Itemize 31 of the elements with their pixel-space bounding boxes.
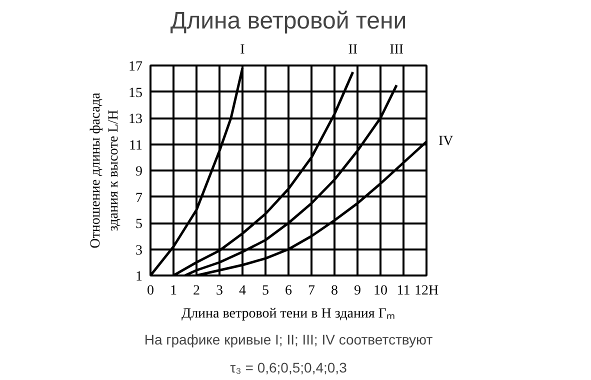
x-tick-label: 10 [374, 284, 388, 298]
x-tick-label: 4 [239, 284, 246, 298]
series-label: II [348, 42, 358, 58]
series-label: IV [438, 134, 454, 150]
x-tick-label: 3 [216, 284, 223, 298]
y-tick-label: 3 [136, 243, 142, 258]
text: τ₃ = 0,6;0,5;0,4;0,3 [230, 360, 348, 376]
y-tick-label: 15 [128, 86, 142, 101]
chart-title: Длина ветровой тени [170, 8, 407, 34]
y-tick-label: 7 [136, 190, 142, 206]
y-tick-label: 1 [136, 270, 142, 284]
y-tick-label: 17 [128, 60, 142, 74]
text: III [390, 42, 404, 58]
y-tick-label: 5 [136, 217, 142, 232]
x-axis-title: Длина ветровой тени в H здания Гₘ [182, 306, 396, 322]
y-tick-label: 11 [129, 138, 143, 154]
x-tick-label: 9 [354, 284, 361, 298]
x-tick-label: 1 [170, 284, 177, 298]
series-label: I [240, 42, 246, 58]
x-tick-label: 8 [331, 284, 338, 298]
text: На графике кривые I; II; III; IV соответствуют [144, 332, 434, 348]
y-tick-label: 9 [136, 164, 142, 180]
y-axis-title: Отношение длины фасада здания к высоте L/H [88, 92, 122, 248]
x-tick-label: 0 [147, 284, 154, 298]
x-tick-label: 6 [285, 284, 292, 298]
x-tick-label: 7 [308, 284, 315, 298]
x-tick-label: 2 [193, 284, 200, 298]
y-tick-label: 13 [128, 112, 142, 127]
x-tick-label: 5 [262, 284, 269, 298]
x-tick-label: 12H [414, 284, 439, 298]
x-tick-label: 11 [396, 284, 410, 298]
